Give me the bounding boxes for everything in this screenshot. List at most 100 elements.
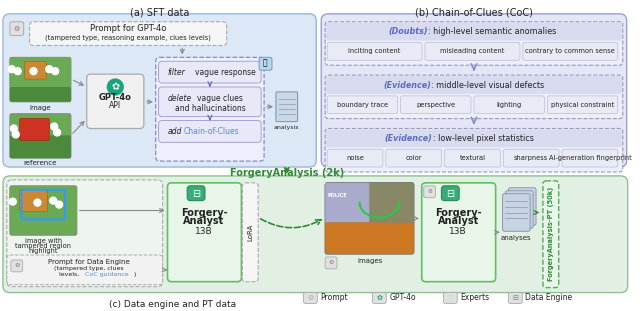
FancyBboxPatch shape [159,61,261,83]
FancyBboxPatch shape [326,76,622,94]
FancyBboxPatch shape [10,22,24,35]
Text: Prompt: Prompt [320,293,348,302]
Text: (c) Data engine and PT data: (c) Data engine and PT data [109,300,236,309]
Circle shape [34,199,41,206]
FancyBboxPatch shape [325,222,414,254]
FancyBboxPatch shape [326,129,622,147]
FancyBboxPatch shape [425,43,520,60]
Circle shape [51,123,58,130]
Text: ⊟: ⊟ [513,295,518,300]
FancyBboxPatch shape [502,194,530,231]
Text: add: add [168,127,182,136]
FancyBboxPatch shape [325,22,623,65]
FancyBboxPatch shape [159,121,261,142]
FancyBboxPatch shape [422,183,495,282]
Text: (Doubts): (Doubts) [388,27,428,36]
Text: and hallucinations: and hallucinations [175,104,245,113]
FancyBboxPatch shape [442,186,459,201]
Text: ⚙: ⚙ [427,189,432,194]
FancyBboxPatch shape [327,149,383,167]
Circle shape [14,68,21,75]
Text: analyses: analyses [501,235,532,241]
Text: API: API [109,101,122,110]
Text: images: images [357,258,382,264]
FancyBboxPatch shape [10,57,71,87]
FancyBboxPatch shape [543,181,559,288]
Text: inciting content: inciting content [348,49,401,54]
Text: Chain-of-Clues: Chain-of-Clues [183,127,239,136]
Text: POLICE: POLICE [327,193,347,198]
Text: image: image [29,105,51,111]
FancyBboxPatch shape [386,149,442,167]
FancyBboxPatch shape [325,183,369,222]
Circle shape [108,79,123,95]
Text: ✿: ✿ [111,82,119,92]
Text: GPT-4o: GPT-4o [389,293,416,302]
Text: ⊟: ⊟ [192,189,200,199]
Text: Experts: Experts [460,293,490,302]
Text: LoRA: LoRA [247,224,253,241]
Text: ⊟: ⊟ [446,189,454,199]
FancyBboxPatch shape [3,176,628,293]
FancyBboxPatch shape [424,186,436,198]
FancyBboxPatch shape [325,128,623,172]
FancyBboxPatch shape [7,180,163,287]
Circle shape [52,68,59,75]
Text: Prompt for GPT-4o: Prompt for GPT-4o [90,24,166,33]
FancyBboxPatch shape [243,183,258,282]
Text: 13B: 13B [195,227,212,236]
FancyBboxPatch shape [445,149,500,167]
FancyBboxPatch shape [29,22,227,45]
FancyBboxPatch shape [326,23,622,40]
Text: color: color [406,155,422,161]
Text: (Evidence): (Evidence) [385,134,433,143]
Text: 👤: 👤 [263,59,268,68]
Text: vague clues: vague clues [197,94,243,103]
FancyBboxPatch shape [10,135,71,158]
Text: Prompt for Data Engine: Prompt for Data Engine [48,259,129,265]
Circle shape [50,197,57,204]
FancyBboxPatch shape [508,188,536,225]
Text: Forgery-: Forgery- [180,207,227,217]
Text: : high-level semantic anomalies: : high-level semantic anomalies [428,27,556,36]
Text: (b) Chain-of-Clues (CoC): (b) Chain-of-Clues (CoC) [415,8,533,18]
FancyBboxPatch shape [3,14,316,167]
Text: ForgeryAnalysis-PT (50k): ForgeryAnalysis-PT (50k) [548,187,554,281]
Text: 13B: 13B [449,227,467,236]
Text: ⚙: ⚙ [13,26,20,32]
Text: sharpness: sharpness [514,155,548,161]
Text: AI-generation fingerprint: AI-generation fingerprint [548,155,631,161]
Text: ): ) [134,272,136,277]
Text: ✿: ✿ [376,295,382,300]
FancyBboxPatch shape [86,74,144,128]
Text: GPT-4o: GPT-4o [99,93,132,102]
FancyBboxPatch shape [20,118,49,140]
Circle shape [30,68,37,75]
FancyBboxPatch shape [325,257,337,269]
FancyBboxPatch shape [159,87,261,117]
Text: noise: noise [346,155,364,161]
FancyBboxPatch shape [10,57,71,102]
Text: levels,: levels, [59,272,81,277]
Text: reference: reference [24,160,57,166]
FancyBboxPatch shape [508,293,522,304]
FancyBboxPatch shape [444,293,457,304]
Text: image with: image with [25,238,62,244]
FancyBboxPatch shape [506,191,533,228]
Text: misleading content: misleading content [440,49,505,54]
FancyBboxPatch shape [401,96,471,114]
FancyBboxPatch shape [325,75,623,118]
FancyBboxPatch shape [372,293,387,304]
FancyBboxPatch shape [474,96,545,114]
Text: CoC guidance: CoC guidance [84,272,129,277]
Text: tampered region: tampered region [15,243,71,249]
Text: perspective: perspective [416,102,455,108]
Text: ⚙: ⚙ [307,295,314,300]
Text: lighting: lighting [497,102,522,108]
FancyBboxPatch shape [325,183,414,254]
Text: Analyst: Analyst [183,216,225,226]
Circle shape [54,129,61,136]
Text: (a) SFT data: (a) SFT data [130,8,189,18]
FancyBboxPatch shape [156,57,264,161]
FancyBboxPatch shape [24,61,46,79]
